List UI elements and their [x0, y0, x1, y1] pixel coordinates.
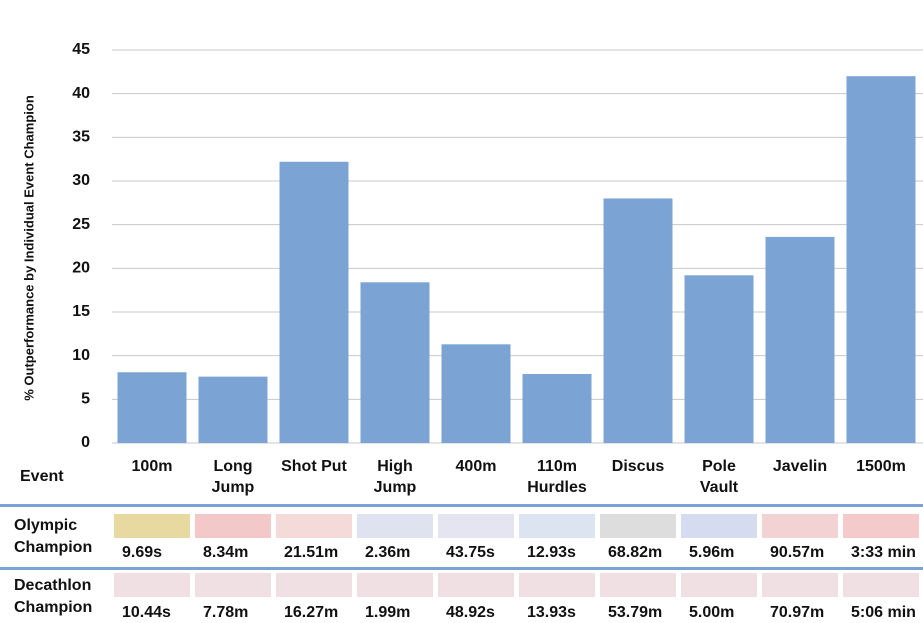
bar — [523, 374, 592, 443]
x-tick-label: High Jump — [359, 456, 431, 498]
x-tick-label: 1500m — [845, 456, 917, 477]
champion-result: 8.34m — [203, 542, 248, 563]
y-tick-label: 10 — [72, 347, 90, 364]
y-tick-label: 35 — [72, 129, 90, 146]
flag — [276, 514, 352, 538]
x-axis-label: Event — [20, 466, 64, 487]
bar — [118, 372, 187, 443]
flag — [843, 514, 919, 538]
champion-result: 9.69s — [122, 542, 162, 563]
bar — [442, 344, 511, 443]
x-tick-label: Long Jump — [197, 456, 269, 498]
flag — [762, 514, 838, 538]
row-label: Olympic Champion — [14, 515, 114, 559]
bar — [604, 198, 673, 443]
flag — [762, 573, 838, 597]
champion-result: 68.82m — [608, 542, 662, 563]
row-separator — [0, 567, 923, 570]
x-tick-label: Pole Vault — [683, 456, 755, 498]
flag — [276, 573, 352, 597]
y-tick-label: 15 — [72, 303, 90, 320]
y-tick-label: 20 — [72, 260, 90, 277]
x-tick-label: 110m Hurdles — [521, 456, 593, 498]
flag — [114, 573, 190, 597]
flag — [357, 514, 433, 538]
flag — [438, 573, 514, 597]
x-tick-label: Shot Put — [278, 456, 350, 477]
bar — [361, 282, 430, 443]
flag — [438, 514, 514, 538]
page: % Outperformance by Individual Event Cha… — [0, 0, 923, 620]
x-tick-label: 400m — [440, 456, 512, 477]
flag — [114, 514, 190, 538]
flag — [600, 514, 676, 538]
flag — [843, 573, 919, 597]
x-tick-label: Javelin — [764, 456, 836, 477]
flag — [195, 514, 271, 538]
flag — [357, 573, 433, 597]
champion-result: 21.51m — [284, 542, 338, 563]
chart: % Outperformance by Individual Event Cha… — [0, 0, 923, 620]
y-tick-label: 25 — [72, 216, 90, 233]
champion-result: 5.96m — [689, 542, 734, 563]
y-tick-label: 0 — [81, 434, 90, 451]
x-tick-label: Discus — [602, 456, 674, 477]
x-tick-label: 100m — [116, 456, 188, 477]
y-tick-label: 30 — [72, 172, 90, 189]
row-separator — [0, 504, 923, 507]
bar — [199, 377, 268, 443]
champion-result: 2.36m — [365, 542, 410, 563]
bar — [847, 76, 916, 443]
y-tick-label: 40 — [72, 85, 90, 102]
champion-result: 43.75s — [446, 542, 495, 563]
row-label: Decathlon Champion — [14, 575, 114, 619]
champion-result: 3:33 min — [851, 542, 916, 563]
champion-result: 12.93s — [527, 542, 576, 563]
bar — [766, 237, 835, 443]
champion-result: 90.57m — [770, 542, 824, 563]
flag — [681, 573, 757, 597]
y-axis-label: % Outperformance by Individual Event Cha… — [21, 95, 36, 401]
flag — [681, 514, 757, 538]
flag — [600, 573, 676, 597]
bar — [685, 275, 754, 443]
y-tick-label: 45 — [72, 41, 90, 58]
flag — [195, 573, 271, 597]
bar — [280, 162, 349, 443]
flag — [519, 573, 595, 597]
y-tick-label: 5 — [81, 391, 90, 408]
flag — [519, 514, 595, 538]
